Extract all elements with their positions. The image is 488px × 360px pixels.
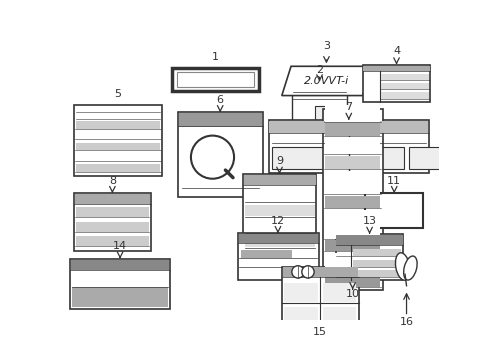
Bar xyxy=(74,193,151,251)
Bar xyxy=(324,156,380,170)
Text: 15: 15 xyxy=(313,327,326,337)
Text: 16: 16 xyxy=(399,316,413,327)
Bar xyxy=(75,194,150,204)
Bar xyxy=(70,259,170,309)
Bar xyxy=(324,210,380,239)
Bar xyxy=(243,174,316,251)
Bar xyxy=(76,122,160,130)
Bar xyxy=(322,307,356,325)
Bar xyxy=(291,82,346,126)
Polygon shape xyxy=(281,66,371,95)
Bar xyxy=(238,233,318,280)
Text: 4: 4 xyxy=(392,46,399,56)
Bar xyxy=(76,207,148,217)
Bar xyxy=(324,253,380,274)
Circle shape xyxy=(301,266,313,278)
Bar xyxy=(363,66,429,71)
Bar xyxy=(364,193,423,228)
Bar xyxy=(380,93,428,99)
Bar xyxy=(271,147,324,169)
Text: 10: 10 xyxy=(345,289,359,299)
Bar xyxy=(172,68,258,91)
Bar xyxy=(244,236,314,247)
Bar xyxy=(322,283,356,302)
Text: 12: 12 xyxy=(270,216,285,226)
Bar xyxy=(76,291,130,303)
Bar xyxy=(76,222,148,232)
Bar xyxy=(324,105,380,122)
Text: 8: 8 xyxy=(109,176,116,186)
Circle shape xyxy=(291,266,304,278)
Bar xyxy=(281,266,358,328)
Bar xyxy=(76,164,160,172)
Bar xyxy=(324,196,380,208)
Bar xyxy=(351,147,404,169)
Text: 2.0VVT-i: 2.0VVT-i xyxy=(303,76,348,86)
Bar xyxy=(322,109,382,289)
Bar xyxy=(362,65,429,102)
Bar xyxy=(284,283,317,302)
Bar xyxy=(408,147,460,169)
Bar xyxy=(324,240,380,251)
Bar xyxy=(352,249,400,256)
Bar xyxy=(76,153,160,161)
Bar xyxy=(74,105,162,176)
Bar xyxy=(268,120,428,172)
Bar xyxy=(336,235,402,245)
Bar xyxy=(335,234,403,280)
Bar xyxy=(244,175,315,185)
Bar xyxy=(324,123,380,136)
Bar xyxy=(352,270,400,277)
Text: 1: 1 xyxy=(212,52,219,62)
Bar xyxy=(352,260,400,266)
Bar xyxy=(324,137,380,154)
Bar xyxy=(380,83,428,89)
Bar xyxy=(328,147,380,169)
Bar xyxy=(178,113,261,126)
Ellipse shape xyxy=(395,253,409,280)
Circle shape xyxy=(190,136,234,179)
Bar xyxy=(324,276,380,287)
Bar xyxy=(284,307,317,325)
Bar xyxy=(380,74,428,80)
Bar xyxy=(76,237,148,247)
Text: 3: 3 xyxy=(322,41,329,51)
Bar xyxy=(269,121,427,132)
Bar xyxy=(177,72,254,87)
Bar xyxy=(282,267,357,277)
Text: 13: 13 xyxy=(362,216,376,226)
Bar xyxy=(324,171,380,194)
Bar xyxy=(238,234,317,243)
Bar xyxy=(178,112,262,197)
Bar xyxy=(241,250,291,258)
Bar xyxy=(244,205,314,216)
Bar xyxy=(71,260,169,270)
Bar xyxy=(76,121,160,129)
Text: 5: 5 xyxy=(114,89,121,99)
Ellipse shape xyxy=(403,256,416,280)
Text: 9: 9 xyxy=(275,156,283,166)
Bar xyxy=(314,106,342,123)
Text: 6: 6 xyxy=(216,95,223,105)
Bar xyxy=(76,143,160,150)
Bar xyxy=(72,287,167,307)
Bar xyxy=(76,132,160,139)
Text: 2: 2 xyxy=(315,65,323,75)
Text: 11: 11 xyxy=(386,176,400,186)
Text: 14: 14 xyxy=(113,241,127,251)
Text: 7: 7 xyxy=(345,103,352,112)
